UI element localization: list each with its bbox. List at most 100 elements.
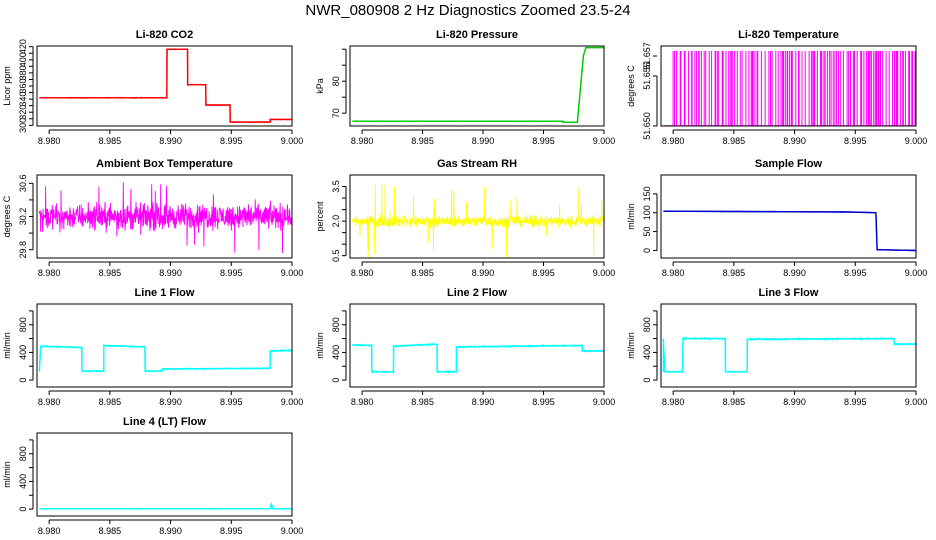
series-steps [39, 503, 292, 510]
x-tick-label: 8.995 [844, 397, 867, 407]
data-series [662, 336, 916, 374]
x-tick-label: 8.985 [723, 136, 746, 146]
y-axis-label: percent [315, 201, 325, 232]
y-tick-label: 800 [331, 317, 341, 332]
x-tick-label: 8.995 [532, 136, 555, 146]
series-steps [39, 48, 292, 123]
x-tick-label: 8.980 [662, 136, 685, 146]
x-tick-label: 8.995 [532, 268, 555, 278]
y-axis-label: ml/min [315, 332, 325, 359]
chart-title: Ambient Box Temperature [96, 158, 233, 170]
y-tick-label: 340 [18, 92, 28, 107]
x-tick-label: 9.000 [905, 136, 928, 146]
chart-panel-10: Line 4 (LT) Flow ml/min 8.980 8.985 8.990 8.9… [2, 416, 303, 536]
y-tick-label: 0.5 [331, 249, 341, 262]
series-spikes [663, 51, 916, 126]
chart-title: Line 3 Flow [759, 287, 819, 299]
y-tick-label: 800 [18, 446, 28, 461]
y-tick-label: 51.650 [642, 112, 652, 140]
data-series [39, 48, 292, 124]
x-tick-label: 8.980 [38, 136, 61, 146]
y-axis-label: ml/min [626, 203, 636, 230]
x-tick-label: 8.980 [351, 397, 374, 407]
series-line [662, 336, 916, 374]
y-tick-label: 320 [18, 105, 28, 120]
chart-panel-5: Gas Stream RH percent 8.980 8.985 8.990 8.995… [315, 158, 615, 278]
data-series [663, 210, 916, 252]
x-tick-label: 8.995 [532, 397, 555, 407]
y-tick-label: 30.2 [18, 208, 28, 226]
x-tick-label: 8.980 [38, 397, 61, 407]
y-tick-label: 2.0 [331, 215, 341, 228]
y-tick-label: 150 [642, 186, 652, 201]
y-tick-label: 0 [331, 378, 341, 383]
chart-title: Li-820 CO2 [136, 29, 193, 41]
plot-frame [349, 45, 605, 127]
y-tick-label: 300 [18, 118, 28, 133]
x-tick-label: 9.000 [905, 397, 928, 407]
x-tick-label: 8.985 [723, 268, 746, 278]
y-axis-label: ml/min [2, 332, 12, 359]
x-tick-label: 8.985 [411, 397, 434, 407]
series-line [351, 183, 604, 258]
x-tick-label: 8.985 [99, 136, 122, 146]
chart-title: Li-820 Temperature [738, 29, 839, 41]
series-steps [352, 343, 604, 373]
y-axis-label: ml/min [2, 461, 12, 488]
y-axis-label: degrees C [626, 65, 636, 107]
y-axis-label: degrees C [2, 195, 12, 237]
y-tick-label: 51.655 [642, 62, 652, 90]
y-tick-label: 51.657 [642, 42, 652, 70]
x-tick-label: 8.990 [159, 268, 182, 278]
series-steps [352, 46, 604, 123]
series-line [39, 48, 292, 124]
y-tick-label: 800 [18, 317, 28, 332]
y-tick-label: 420 [18, 39, 28, 54]
plot-frame [349, 174, 605, 259]
series-steps [662, 337, 916, 373]
x-tick-label: 8.985 [411, 268, 434, 278]
chart-title: Line 1 Flow [135, 287, 195, 299]
y-tick-label: 80 [331, 76, 341, 86]
x-tick-label: 8.980 [662, 397, 685, 407]
x-tick-label: 9.000 [281, 136, 304, 146]
chart-title: Line 4 (LT) Flow [123, 416, 206, 428]
y-tick-label: 400 [18, 52, 28, 67]
chart-panel-4: Ambient Box Temperature degrees C 8.980 8.9… [2, 158, 303, 278]
x-tick-label: 9.000 [593, 136, 616, 146]
series-steps [663, 210, 916, 252]
chart-panel-3: Li-820 Temperature degrees C 8.980 8.985 8.9… [626, 29, 927, 146]
x-tick-label: 8.990 [472, 268, 495, 278]
x-tick-label: 8.990 [159, 526, 182, 536]
x-tick-label: 8.985 [99, 397, 122, 407]
y-tick-label: 0 [18, 507, 28, 512]
chart-panel-2: Li-820 Pressure kPa 8.980 8.985 8.990 8.995 9.… [315, 29, 615, 146]
x-tick-label: 8.995 [220, 136, 243, 146]
x-tick-label: 8.985 [99, 268, 122, 278]
x-tick-label: 8.990 [472, 136, 495, 146]
data-series [352, 46, 604, 123]
x-tick-label: 9.000 [281, 397, 304, 407]
chart-panel-6: Sample Flow ml/min 8.980 8.985 8.990 8.995 9.0… [626, 158, 927, 278]
series-line [352, 46, 604, 123]
y-tick-label: 0 [642, 248, 652, 253]
y-tick-label: 800 [642, 317, 652, 332]
x-tick-label: 8.980 [38, 268, 61, 278]
x-tick-label: 9.000 [593, 397, 616, 407]
y-tick-label: 0 [642, 378, 652, 383]
data-series [38, 344, 292, 373]
data-series [38, 182, 292, 254]
y-tick-label: 50 [642, 227, 652, 237]
x-tick-label: 8.995 [220, 268, 243, 278]
x-tick-label: 8.985 [723, 397, 746, 407]
x-tick-label: 8.990 [159, 397, 182, 407]
y-axis-label: kPa [315, 78, 325, 94]
data-series [39, 501, 292, 510]
x-tick-label: 8.990 [159, 136, 182, 146]
x-tick-label: 8.980 [38, 526, 61, 536]
x-tick-label: 8.980 [351, 268, 374, 278]
chart-title: Gas Stream RH [437, 158, 517, 170]
plot-frame [36, 432, 293, 517]
data-series [351, 183, 604, 258]
